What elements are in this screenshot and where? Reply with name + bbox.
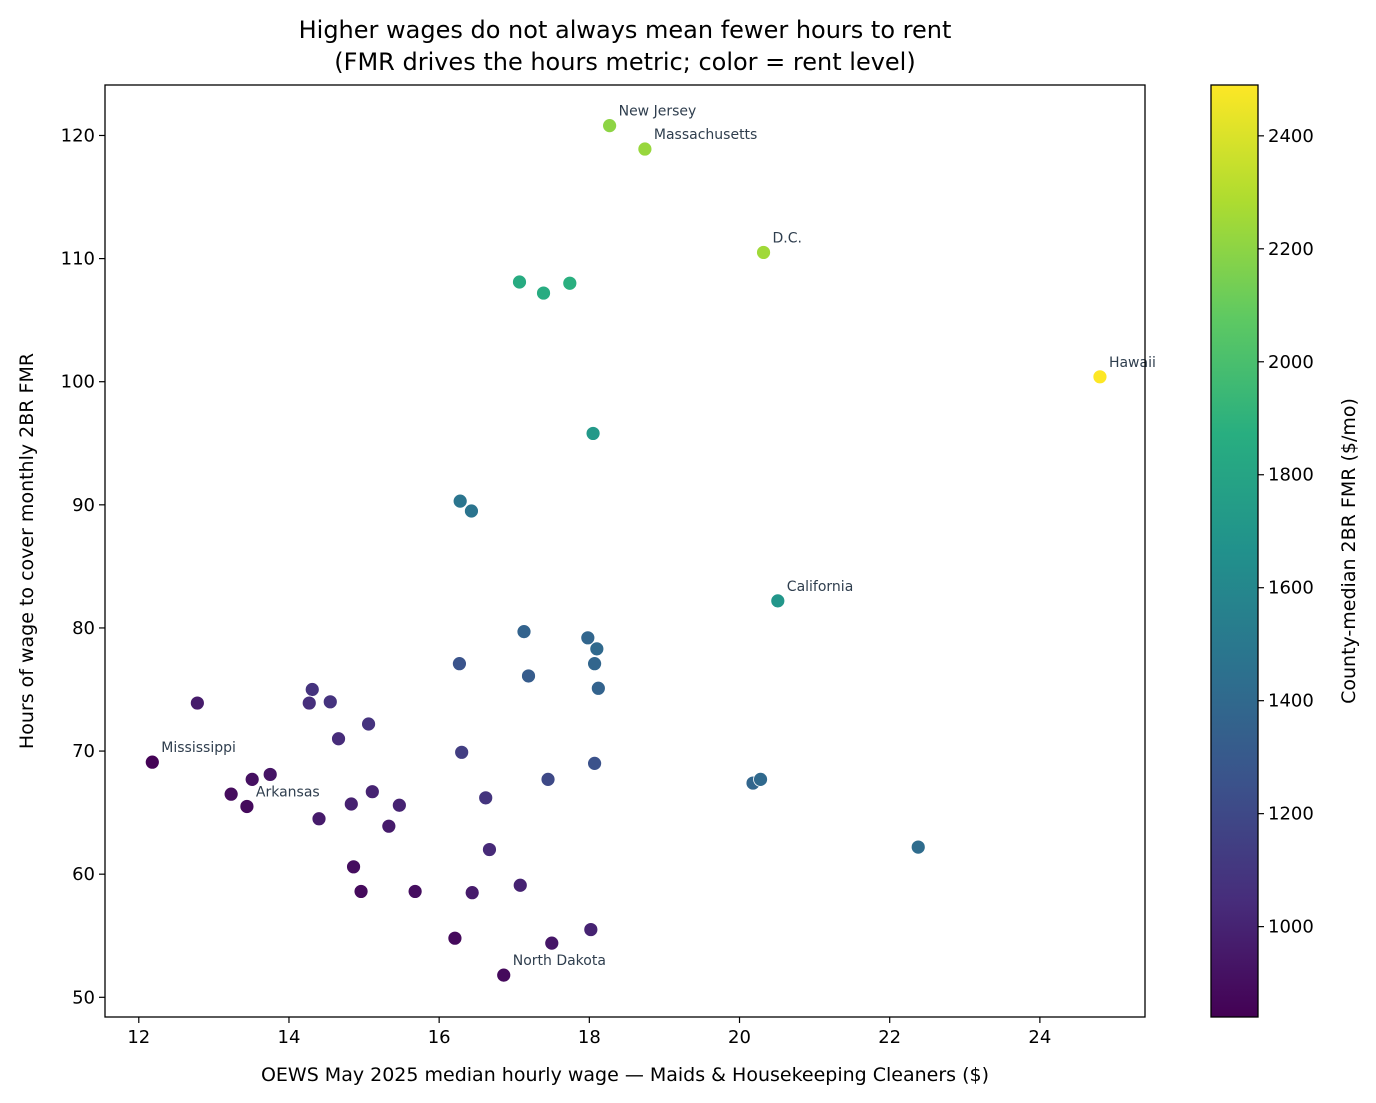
data-point xyxy=(589,641,605,657)
y-axis-label: Hours of wage to cover monthly 2BR FMR xyxy=(16,353,38,749)
data-point xyxy=(239,799,255,814)
colorbar-tick-label: 2400 xyxy=(1268,126,1314,147)
plot-frame xyxy=(104,84,1146,1018)
data-point xyxy=(512,274,527,290)
point-annotation: Hawaii xyxy=(1109,355,1156,371)
data-point xyxy=(540,771,556,787)
point-annotation: Arkansas xyxy=(256,784,320,800)
point-annotation: Massachusetts xyxy=(654,127,757,143)
data-point xyxy=(144,754,160,770)
data-point xyxy=(353,884,369,899)
data-point xyxy=(770,593,786,609)
data-point xyxy=(391,797,407,813)
colorbar-tick-label: 2000 xyxy=(1268,352,1314,373)
y-tick-label: 50 xyxy=(72,987,95,1008)
x-tick-label: 16 xyxy=(428,1027,451,1048)
data-point xyxy=(452,656,467,672)
colorbar-tick-label: 1000 xyxy=(1268,917,1314,938)
data-point xyxy=(580,630,596,646)
x-tick-label: 18 xyxy=(578,1027,601,1048)
data-point xyxy=(637,141,653,157)
data-point xyxy=(447,930,463,946)
point-annotation: D.C. xyxy=(773,230,802,246)
data-point xyxy=(587,656,602,672)
x-tick-label: 22 xyxy=(878,1027,901,1048)
colorbar-label: County-median 2BR FMR ($/mo) xyxy=(1338,398,1360,704)
data-point xyxy=(602,118,618,134)
point-annotation: Mississippi xyxy=(161,740,236,756)
data-point xyxy=(343,796,359,812)
data-point xyxy=(364,784,380,800)
x-tick-label: 20 xyxy=(728,1027,751,1048)
data-point xyxy=(482,842,497,857)
point-annotation: North Dakota xyxy=(513,953,606,969)
colorbar-tick-label: 2200 xyxy=(1268,239,1314,260)
colorbar-ticks: 1000 1200 1400 1600 1800 2000 2200 2400 xyxy=(1258,126,1314,938)
data-point xyxy=(346,859,361,875)
x-tick-label: 14 xyxy=(278,1027,301,1048)
colorbar-tick-label: 1600 xyxy=(1268,578,1314,599)
data-point xyxy=(583,922,599,937)
data-point xyxy=(464,885,480,901)
data-point xyxy=(262,767,278,782)
data-point xyxy=(331,731,346,747)
y-tick-label: 70 xyxy=(72,741,95,762)
x-tick-label: 24 xyxy=(1028,1027,1051,1048)
data-point xyxy=(544,935,560,951)
point-annotation: New Jersey xyxy=(619,104,697,120)
x-tick-label: 12 xyxy=(127,1027,150,1048)
data-point xyxy=(361,716,376,732)
x-axis-label: OEWS May 2025 median hourly wage — Maids… xyxy=(261,1064,989,1086)
data-point xyxy=(189,695,205,711)
y-tick-label: 100 xyxy=(61,372,95,393)
y-axis-ticks: 50 60 70 80 90 100 110 120 xyxy=(61,125,105,1008)
colorbar-tick-label: 1200 xyxy=(1268,804,1314,825)
data-point xyxy=(244,771,260,787)
data-point xyxy=(322,694,338,710)
colorbar-tick-label: 1400 xyxy=(1268,691,1314,712)
data-point xyxy=(223,786,239,802)
data-point xyxy=(452,493,468,509)
data-point xyxy=(311,811,327,827)
data-point xyxy=(304,682,320,697)
data-point xyxy=(585,426,601,441)
data-point xyxy=(464,503,479,519)
x-axis-ticks: 12 14 16 18 20 22 24 xyxy=(127,1017,1051,1048)
point-annotation: California xyxy=(787,579,853,595)
data-point xyxy=(478,790,494,806)
data-point xyxy=(910,839,926,855)
y-tick-label: 110 xyxy=(61,249,95,270)
data-point xyxy=(590,680,606,696)
data-point xyxy=(496,967,512,983)
data-point xyxy=(516,624,532,640)
data-point xyxy=(301,695,317,711)
data-point xyxy=(454,744,470,760)
y-tick-label: 90 xyxy=(72,495,95,516)
chart-subtitle: (FMR drives the hours metric; color = re… xyxy=(334,48,915,76)
data-point xyxy=(756,245,771,260)
data-point xyxy=(536,285,551,301)
chart-title: Higher wages do not always mean fewer ho… xyxy=(299,16,952,44)
data-point xyxy=(1092,369,1108,385)
y-tick-label: 120 xyxy=(61,125,95,146)
data-point xyxy=(587,755,602,771)
colorbar xyxy=(1210,84,1259,1018)
data-point xyxy=(753,771,768,787)
data-point xyxy=(521,668,536,684)
colorbar-tick-label: 1800 xyxy=(1268,465,1314,486)
y-tick-label: 60 xyxy=(72,864,95,885)
data-point xyxy=(407,884,423,899)
y-tick-label: 80 xyxy=(72,618,95,639)
data-point xyxy=(512,877,528,893)
data-point xyxy=(562,275,578,291)
data-point xyxy=(381,818,397,834)
plot-area: Hawaii New Jersey Massachusetts D.C. Califor… xyxy=(144,104,1156,983)
